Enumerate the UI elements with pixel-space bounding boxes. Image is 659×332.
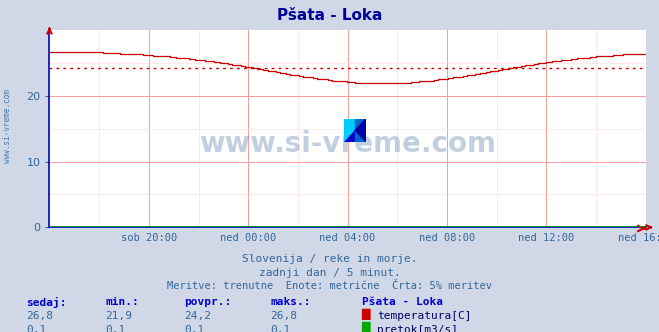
Text: 26,8: 26,8	[270, 311, 297, 321]
Text: maks.:: maks.:	[270, 297, 310, 307]
Text: ned 00:00: ned 00:00	[220, 233, 276, 243]
Bar	[344, 119, 355, 130]
Text: min.:: min.:	[105, 297, 139, 307]
Text: 21,9: 21,9	[105, 311, 132, 321]
Text: sob 20:00: sob 20:00	[121, 233, 177, 243]
Text: www.si-vreme.com: www.si-vreme.com	[199, 130, 496, 158]
Polygon shape	[355, 119, 366, 142]
Polygon shape	[344, 119, 355, 142]
Text: 0,1: 0,1	[26, 325, 47, 332]
Text: 24,2: 24,2	[185, 311, 212, 321]
Text: Slovenija / reke in morje.: Slovenija / reke in morje.	[242, 254, 417, 264]
Text: Meritve: trenutne  Enote: metrične  Črta: 5% meritev: Meritve: trenutne Enote: metrične Črta: …	[167, 281, 492, 291]
Text: 0,1: 0,1	[270, 325, 291, 332]
Text: 0,1: 0,1	[185, 325, 205, 332]
Polygon shape	[344, 130, 355, 142]
Text: █: █	[361, 322, 370, 332]
Text: temperatura[C]: temperatura[C]	[377, 311, 471, 321]
Text: sedaj:: sedaj:	[26, 297, 67, 308]
Text: █: █	[361, 309, 370, 320]
Text: ned 16:00: ned 16:00	[617, 233, 659, 243]
Bar	[355, 119, 366, 142]
Text: 0,1: 0,1	[105, 325, 126, 332]
Text: 26,8: 26,8	[26, 311, 53, 321]
Text: ned 12:00: ned 12:00	[518, 233, 575, 243]
Text: Pšata - Loka: Pšata - Loka	[362, 297, 444, 307]
Text: www.si-vreme.com: www.si-vreme.com	[3, 89, 13, 163]
Text: Pšata - Loka: Pšata - Loka	[277, 8, 382, 23]
Text: ned 08:00: ned 08:00	[419, 233, 475, 243]
Text: ned 04:00: ned 04:00	[320, 233, 376, 243]
Text: pretok[m3/s]: pretok[m3/s]	[377, 325, 458, 332]
Text: zadnji dan / 5 minut.: zadnji dan / 5 minut.	[258, 268, 401, 278]
Text: povpr.:: povpr.:	[185, 297, 232, 307]
